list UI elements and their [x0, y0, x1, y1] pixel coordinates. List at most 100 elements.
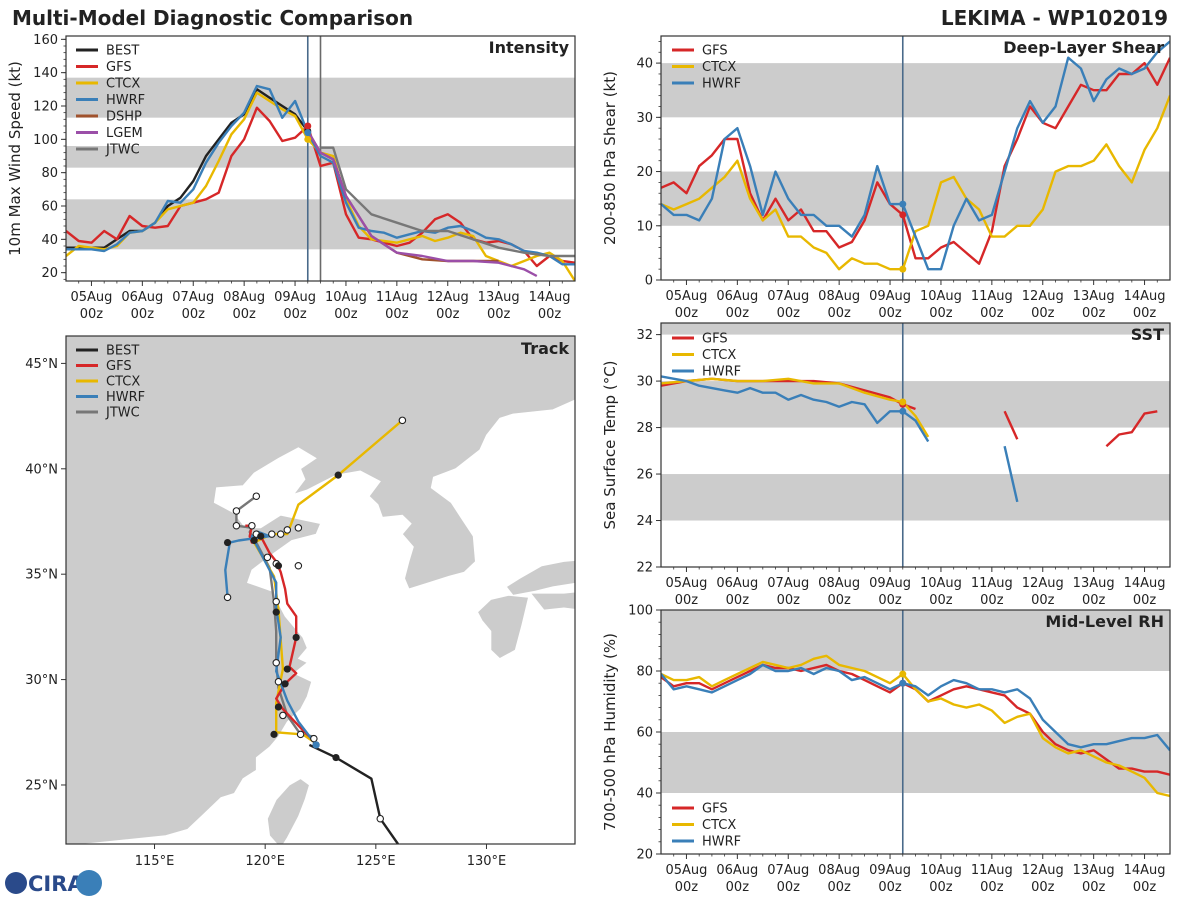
- legend-label-best: BEST: [106, 344, 139, 359]
- lat-tick-label: 25°N: [25, 778, 58, 793]
- point-marker-hwrf: [899, 679, 907, 687]
- x-tick-hour: 00z: [675, 880, 699, 895]
- track-point-filled: [283, 665, 291, 673]
- band-1: [661, 610, 1170, 671]
- x-tick-hour: 00z: [777, 880, 801, 895]
- x-tick-hour: 00z: [1031, 880, 1055, 895]
- track-point-open: [398, 416, 407, 425]
- band-0: [661, 171, 1170, 226]
- track-point-open: [232, 521, 241, 530]
- x-tick-hour: 00z: [675, 593, 699, 608]
- track-point-open: [294, 524, 303, 532]
- x-tick-hour: 00z: [436, 307, 460, 322]
- band-1: [661, 63, 1170, 118]
- series-line-lgem: [306, 130, 538, 278]
- panel-title: SST: [1131, 325, 1164, 344]
- series-line-ctcx: [661, 654, 1170, 798]
- legend-label-gfs: GFS: [702, 802, 728, 817]
- y-tick-label: 80: [636, 665, 653, 680]
- x-tick-hour: 00z: [980, 306, 1004, 321]
- y-tick-label: 40: [636, 57, 653, 72]
- point-marker-ctcx: [899, 265, 907, 273]
- legend-label-dshp: DSHP: [106, 110, 142, 125]
- rh-panel: 20 40 60 80 100 05Aug 00z 06Aug 00z 07Aug 00z 08Aug…: [601, 604, 1171, 895]
- track-line-hwrf: [224, 530, 318, 746]
- x-tick-date: 11Aug: [971, 576, 1013, 591]
- point-marker-hwrf: [899, 407, 907, 415]
- sst-panel: 22 24 26 28 30 32 05Aug 00z 06Aug 00z 07Aug 00z 08Au…: [601, 322, 1171, 608]
- x-tick-date: 13Aug: [1073, 289, 1115, 304]
- x-tick-date: 06Aug: [716, 576, 758, 591]
- legend-label-jtwc: JTWC: [105, 406, 140, 421]
- x-tick-date: 06Aug: [121, 290, 163, 305]
- lon-tick-label: 115°E: [135, 854, 175, 869]
- point-marker-ctcx: [899, 398, 907, 406]
- x-tick-date: 12Aug: [1022, 289, 1064, 304]
- series-line-gfs: [661, 57, 1170, 265]
- series-line-gfs-2: [1105, 410, 1158, 448]
- x-tick-date: 05Aug: [665, 576, 707, 591]
- panel-title: Intensity: [489, 38, 570, 57]
- track-point-open: [252, 492, 261, 500]
- y-tick-label: 160: [33, 33, 58, 48]
- x-tick-hour: 00z: [1133, 306, 1157, 321]
- legend-label-jtwc: JTWC: [105, 143, 140, 158]
- band-0: [661, 732, 1170, 793]
- x-tick-date: 14Aug: [529, 290, 571, 305]
- logo-text: CIRA: [28, 872, 84, 896]
- x-tick-hour: 00z: [980, 880, 1004, 895]
- x-tick-date: 09Aug: [869, 576, 911, 591]
- x-tick-date: 08Aug: [818, 863, 860, 878]
- legend-label-gfs: GFS: [106, 60, 132, 75]
- x-tick-date: 11Aug: [971, 863, 1013, 878]
- legend-label-hwrf: HWRF: [106, 93, 145, 108]
- x-tick-hour: 00z: [283, 307, 307, 322]
- x-tick-hour: 00z: [1133, 880, 1157, 895]
- x-tick-hour: 00z: [1082, 306, 1106, 321]
- x-tick-hour: 00z: [232, 307, 256, 322]
- x-tick-date: 07Aug: [172, 290, 214, 305]
- x-tick-date: 13Aug: [1073, 863, 1115, 878]
- x-tick-date: 06Aug: [716, 289, 758, 304]
- x-tick-hour: 00z: [538, 307, 562, 322]
- x-tick-hour: 00z: [726, 306, 750, 321]
- y-axis-label: Sea Surface Temp (°C): [601, 360, 619, 529]
- track-point-open: [232, 507, 241, 515]
- x-tick-hour: 00z: [929, 593, 953, 608]
- y-tick-label: 0: [645, 274, 653, 289]
- track-point-filled: [274, 562, 283, 570]
- figure-title: Multi-Model Diagnostic Comparison: [12, 6, 413, 30]
- x-tick-hour: 00z: [878, 593, 902, 608]
- x-tick-hour: 00z: [334, 307, 358, 322]
- x-tick-hour: 00z: [1082, 593, 1106, 608]
- y-tick-label: 28: [636, 421, 653, 436]
- legend-label-ctcx: CTCX: [106, 77, 140, 92]
- map-frame: [65, 335, 576, 845]
- legend-label-gfs: GFS: [702, 44, 728, 59]
- track-point-filled: [274, 703, 283, 711]
- point-marker-gfs: [304, 122, 312, 130]
- x-tick-hour: 00z: [878, 880, 902, 895]
- x-tick-date: 10Aug: [920, 863, 962, 878]
- track-point-open: [274, 677, 283, 686]
- x-tick-hour: 00z: [980, 593, 1004, 608]
- x-tick-hour: 00z: [1031, 306, 1055, 321]
- taiwan-land: [266, 778, 310, 844]
- honshu-land: [505, 560, 575, 596]
- x-tick-date: 13Aug: [478, 290, 520, 305]
- x-tick-date: 12Aug: [1022, 863, 1064, 878]
- x-tick-date: 14Aug: [1124, 576, 1166, 591]
- track-point-open: [272, 597, 280, 606]
- x-tick-date: 09Aug: [274, 290, 316, 305]
- y-tick-label: 30: [636, 375, 653, 390]
- cira-logo: CIRA: [5, 870, 102, 896]
- band-2: [661, 323, 1170, 335]
- y-tick-label: 30: [636, 111, 653, 126]
- x-tick-hour: 00z: [675, 306, 699, 321]
- y-tick-label: 32: [636, 328, 653, 343]
- y-tick-label: 10: [636, 219, 653, 234]
- panel-title: Mid-Level RH: [1045, 612, 1164, 631]
- y-tick-label: 80: [41, 166, 58, 181]
- x-tick-hour: 00z: [131, 307, 155, 322]
- track-point-filled: [292, 633, 300, 642]
